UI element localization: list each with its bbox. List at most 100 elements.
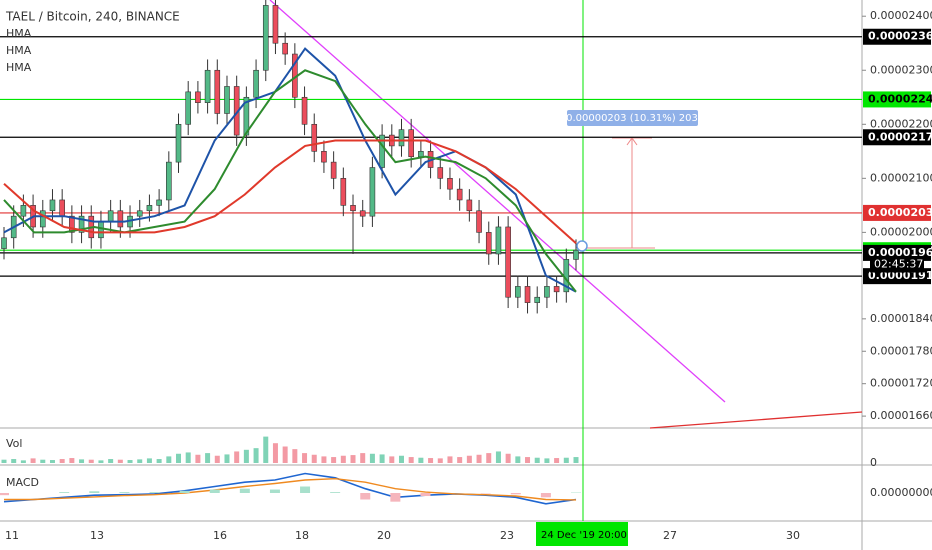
macd-hist [360,493,371,500]
volume-bar [195,454,201,463]
price-label-box [863,28,931,45]
candle-body [136,210,143,217]
cursor-marker [576,240,588,252]
x-tick-label: 18 [295,529,309,542]
volume-bar [311,454,317,463]
volume-bar [389,456,395,463]
candle-body [369,167,376,217]
macd-hist [300,486,311,493]
volume-bar [534,457,540,463]
volume-bar [292,449,298,463]
candle-body [253,69,259,98]
y-tick-label: 0.00002100 [870,171,932,184]
candle-body [49,199,56,212]
volume-bar [1,459,7,463]
volume-tick-label: 0 [870,456,877,469]
candle-body [146,205,153,212]
candle-body [408,129,414,158]
macd-hist [390,493,401,502]
countdown-box [870,256,924,273]
y-tick-label: 0.00001660 [870,409,932,422]
volume-bar [554,458,560,463]
volume-bar [156,459,162,463]
volume-bar [30,458,36,463]
candle-body [505,226,511,298]
volume-bar [40,459,46,463]
y-tick-label: 0.00002400 [870,9,932,22]
macd-hist [420,493,431,497]
candle-body [214,69,221,114]
candle-body [485,232,492,255]
volume-bar [98,460,104,463]
candle-body [175,123,182,163]
x-tick-label: 30 [786,529,800,542]
volume-bar [486,453,492,463]
macd-hist [119,492,130,493]
price-label: 0.00002176 [868,130,932,143]
macd-hist [0,493,9,496]
volume-label: Vol [6,437,22,450]
volume-bar [379,454,385,463]
candle-body [59,199,65,217]
x-tick-label: 20 [377,529,391,542]
volume-bar [369,453,375,463]
volume-bar [408,457,414,463]
volume-bar [205,453,211,463]
volume-bar [476,454,482,463]
y-tick-label: 0.00002200 [870,117,932,130]
volume-bar [88,459,94,463]
price-label-box [863,129,931,146]
crosshair-time: 20:00 [598,530,627,541]
chart-title: TAEL / Bitcoin, 240, BINANCE [5,10,180,24]
candle-body [340,178,347,206]
x-tick-label: 23 [500,529,514,542]
candle-body [69,215,75,233]
volume-bar [302,453,308,463]
volume-bar [253,448,259,463]
candle-body [78,215,85,233]
crosshair-date-box [536,522,628,546]
candle-body [224,86,230,114]
volume-bar [457,457,463,463]
price-label-box [863,204,931,221]
volume-bar [360,453,366,463]
price-label: 0.00001962 [868,246,932,259]
macd-hist [179,490,190,493]
trend-line [649,411,863,429]
price-label: 0.00002036 [868,206,932,219]
y-tick-label: 0.00001720 [870,377,932,390]
candle-body [447,178,453,190]
volume-bar [166,456,172,463]
volume-bar [69,458,75,463]
x-tick-label: 13 [90,529,104,542]
volume-bar [428,458,434,463]
candle-body [272,5,279,44]
candle-body [107,210,114,222]
crosshair-date: 24 Dec '19 [541,530,595,541]
volume-bar [525,457,531,463]
candle-body [515,286,521,298]
macd-hist [89,491,100,493]
candle-body [553,286,560,293]
volume-bar [272,443,278,463]
price-label: 0.00002362 [868,30,932,43]
candle-body [524,286,531,303]
signal-line [4,477,577,501]
volume-bar [214,455,220,463]
measure-label: 0.00000203 (10.31%) 203 [566,113,698,124]
candle-body [195,91,201,103]
candle-body [243,96,250,136]
candle-body [311,123,318,152]
volume-bar [515,456,521,463]
candle-body [544,286,550,298]
macd-hist [510,493,521,495]
volume-bar [176,453,182,463]
candle-body [398,129,405,147]
candle-body [20,205,27,217]
volume-bar [243,449,249,463]
volume-bar [108,459,114,463]
candle-body [1,237,7,249]
volume-bar [573,457,579,463]
